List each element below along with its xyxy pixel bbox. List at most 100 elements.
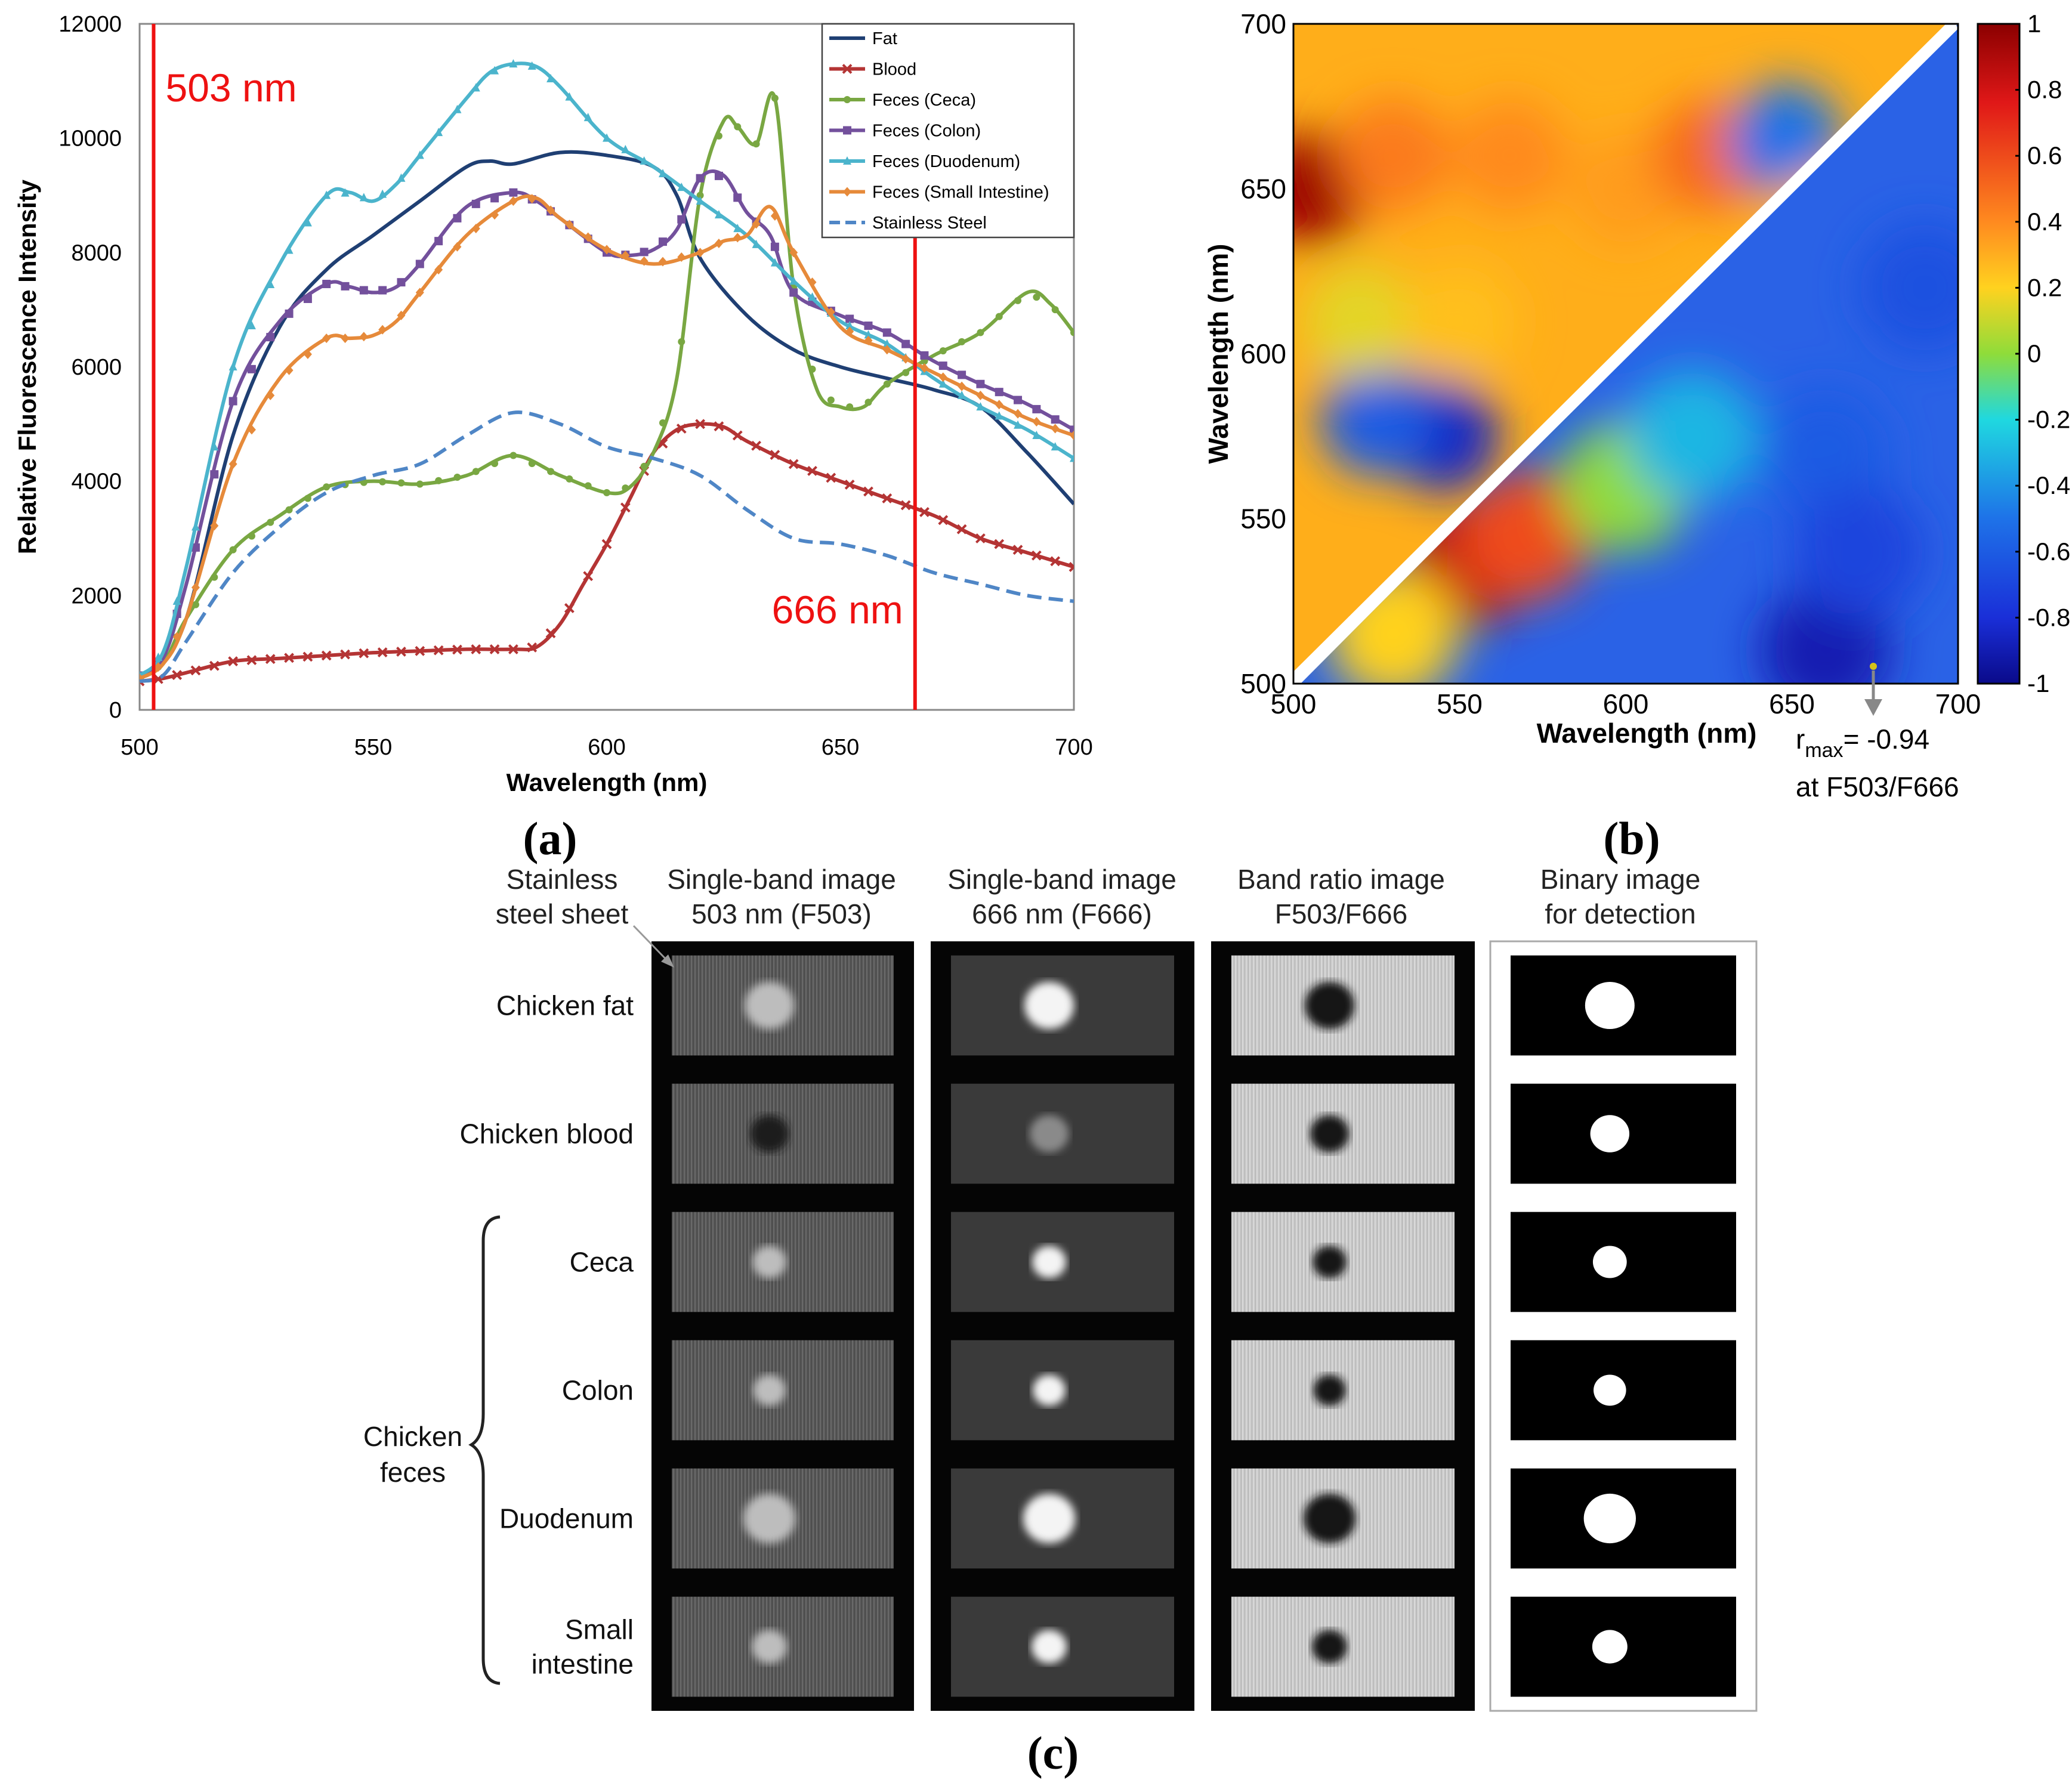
contaminant-spot <box>1029 1115 1069 1153</box>
data-point <box>640 462 648 470</box>
data-point <box>1070 329 1074 336</box>
data-point <box>807 466 817 476</box>
data-point <box>938 379 947 388</box>
contaminant-spot <box>1024 981 1074 1030</box>
data-point <box>1032 417 1041 427</box>
legend-label: Feces (Small Intestine) <box>872 183 1049 202</box>
data-point <box>770 450 780 460</box>
data-point <box>827 396 835 404</box>
colorbar-tick-label: -0.8 <box>2027 603 2070 631</box>
data-point <box>415 288 424 298</box>
data-point <box>435 477 443 484</box>
data-point <box>228 656 239 666</box>
y-tick-label-a: 10000 <box>58 126 122 152</box>
x-tick-label-b: 600 <box>1603 688 1649 719</box>
row-label-2: Chicken blood <box>459 1118 634 1150</box>
y-axis-label-b: Wavelength (nm) <box>1203 244 1234 464</box>
data-point <box>266 333 275 342</box>
data-point <box>658 257 667 267</box>
heat-cell <box>1759 387 1891 518</box>
x-tick-label-a: 600 <box>588 735 625 760</box>
data-point <box>191 522 200 531</box>
heat-cell <box>1403 264 1517 378</box>
data-point <box>601 539 612 549</box>
data-point <box>172 670 183 680</box>
series-group-a <box>140 59 1074 687</box>
data-point <box>1050 556 1061 567</box>
contaminant-spot <box>1033 1374 1066 1406</box>
data-point <box>808 292 817 301</box>
data-point <box>323 483 331 491</box>
y-axis-label-a: Relative Fluorescence Intensity <box>13 179 41 554</box>
rmax-annotation: rmax= -0.94 <box>1796 724 1929 762</box>
data-point <box>191 543 200 552</box>
data-point <box>434 128 443 137</box>
data-point <box>471 224 480 234</box>
y-tick-label-b: 600 <box>1240 338 1286 369</box>
data-point <box>545 628 556 638</box>
column-header-1-line2: steel sheet <box>496 898 629 929</box>
data-point <box>565 220 574 230</box>
data-point <box>547 468 555 475</box>
data-point <box>397 310 406 320</box>
data-point <box>434 265 443 275</box>
rmax-arrow-head <box>1864 699 1882 716</box>
data-point <box>302 651 313 662</box>
data-point <box>1012 545 1023 555</box>
data-point <box>433 645 444 656</box>
panel-b-correlation-map: 500 550 600 650 700 500 550 600 650 700 Waveleng… <box>1203 8 2070 802</box>
y-tick-label-a: 8000 <box>71 240 122 265</box>
image-columns <box>651 940 1758 1712</box>
colorbar-tick-label: 0.2 <box>2027 273 2062 301</box>
series-line-feces-duodenum <box>140 61 1074 677</box>
colorbar-tick-label: 0.6 <box>2027 141 2062 169</box>
data-point <box>788 459 799 469</box>
data-point <box>509 59 518 68</box>
y-axis-ticks-a: 0 2000 4000 6000 8000 10000 12000 <box>58 12 122 723</box>
data-point <box>752 140 760 148</box>
data-point <box>752 239 761 248</box>
y-tick-label-a: 4000 <box>71 469 122 495</box>
data-point <box>1051 306 1059 314</box>
data-point <box>378 189 387 198</box>
data-point <box>1051 424 1060 434</box>
row-label-6: intestine <box>532 1649 634 1680</box>
rmax-location: at F503/F666 <box>1796 771 1959 802</box>
data-point <box>322 190 331 199</box>
data-point <box>209 660 220 671</box>
legend-label: Blood <box>872 60 916 79</box>
data-point <box>228 459 237 469</box>
data-point <box>714 421 724 432</box>
data-point <box>677 183 686 191</box>
data-point <box>715 132 722 140</box>
data-point <box>416 480 424 488</box>
feces-brace <box>468 1215 501 1685</box>
data-point <box>975 533 986 543</box>
data-point <box>1031 550 1042 561</box>
data-point <box>172 632 181 642</box>
x-tick-label-a: 500 <box>121 735 158 760</box>
data-point <box>882 339 891 348</box>
contaminant-spot <box>753 1374 786 1406</box>
data-point <box>415 645 425 656</box>
data-point <box>1070 425 1074 434</box>
data-point <box>622 484 629 492</box>
data-point <box>192 601 199 608</box>
data-point <box>566 475 573 483</box>
contaminant-spot <box>1312 1630 1348 1664</box>
diagonal-separator <box>1289 19 1959 685</box>
data-point <box>864 335 873 345</box>
row-label-1: Chicken fat <box>496 990 634 1021</box>
column-header-1-line1: Stainless <box>507 864 618 895</box>
data-point <box>789 248 798 258</box>
x-axis-label-b: Wavelength (nm) <box>1537 718 1757 749</box>
data-point <box>808 277 817 288</box>
data-point <box>958 381 966 391</box>
data-point <box>696 248 705 258</box>
data-point <box>471 83 480 92</box>
data-point <box>1070 453 1074 462</box>
data-point <box>752 219 761 229</box>
data-point <box>172 596 181 605</box>
